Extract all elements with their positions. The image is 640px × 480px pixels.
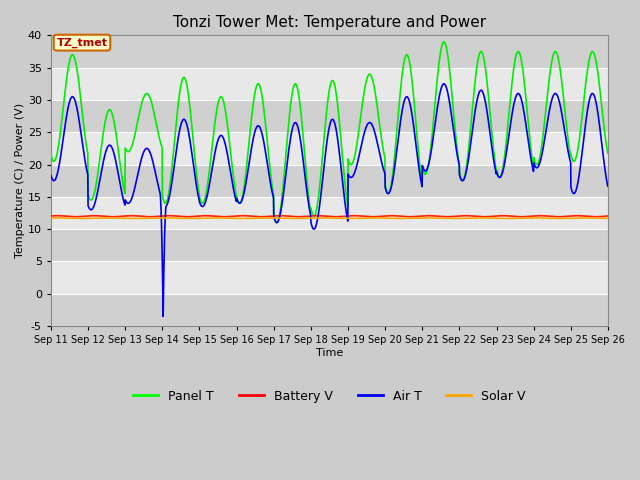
Bar bbox=[51, 68, 608, 100]
Air T bbox=[151, 167, 159, 172]
Title: Tonzi Tower Met: Temperature and Power: Tonzi Tower Met: Temperature and Power bbox=[173, 15, 486, 30]
Panel T bbox=[47, 152, 55, 157]
Bar bbox=[51, 229, 608, 262]
Air T bbox=[580, 133, 588, 139]
Bar bbox=[51, 100, 608, 132]
Solar V bbox=[394, 216, 401, 221]
Air T bbox=[393, 145, 401, 151]
Battery V bbox=[54, 213, 61, 218]
Solar V bbox=[184, 216, 192, 221]
Y-axis label: Temperature (C) / Power (V): Temperature (C) / Power (V) bbox=[15, 103, 25, 258]
Legend: Panel T, Battery V, Air T, Solar V: Panel T, Battery V, Air T, Solar V bbox=[128, 384, 531, 408]
Air T bbox=[495, 174, 503, 180]
Battery V bbox=[580, 213, 588, 219]
Panel T bbox=[273, 220, 281, 226]
Air T bbox=[199, 204, 207, 209]
Panel T bbox=[495, 174, 503, 180]
Battery V bbox=[495, 213, 503, 219]
Panel T bbox=[199, 200, 207, 206]
Solar V bbox=[199, 215, 207, 221]
Panel T bbox=[151, 113, 159, 119]
Battery V bbox=[47, 213, 55, 219]
X-axis label: Time: Time bbox=[316, 348, 343, 358]
Bar bbox=[51, 262, 608, 294]
Bar bbox=[51, 36, 608, 68]
Line: Air T: Air T bbox=[51, 84, 608, 316]
Bar bbox=[51, 294, 608, 326]
Bar bbox=[51, 197, 608, 229]
Solar V bbox=[495, 216, 503, 221]
Panel T bbox=[580, 95, 588, 101]
Panel T bbox=[335, 116, 343, 121]
Bar bbox=[51, 165, 608, 197]
Air T bbox=[47, 173, 55, 179]
Air T bbox=[335, 147, 343, 153]
Bar bbox=[51, 132, 608, 165]
Battery V bbox=[200, 213, 207, 218]
Solar V bbox=[371, 215, 378, 221]
Battery V bbox=[394, 213, 401, 219]
Air T bbox=[440, 81, 448, 87]
Solar V bbox=[580, 215, 588, 221]
Text: TZ_tmet: TZ_tmet bbox=[56, 37, 108, 48]
Battery V bbox=[151, 214, 159, 219]
Solar V bbox=[335, 216, 343, 221]
Panel T bbox=[393, 126, 401, 132]
Solar V bbox=[151, 215, 159, 221]
Air T bbox=[604, 183, 612, 189]
Panel T bbox=[604, 150, 612, 156]
Battery V bbox=[72, 214, 80, 220]
Air T bbox=[159, 313, 167, 319]
Battery V bbox=[335, 214, 343, 219]
Line: Panel T: Panel T bbox=[51, 42, 608, 223]
Solar V bbox=[604, 216, 612, 221]
Battery V bbox=[604, 213, 612, 219]
Solar V bbox=[47, 215, 55, 221]
Line: Battery V: Battery V bbox=[51, 216, 608, 217]
Panel T bbox=[440, 39, 448, 45]
